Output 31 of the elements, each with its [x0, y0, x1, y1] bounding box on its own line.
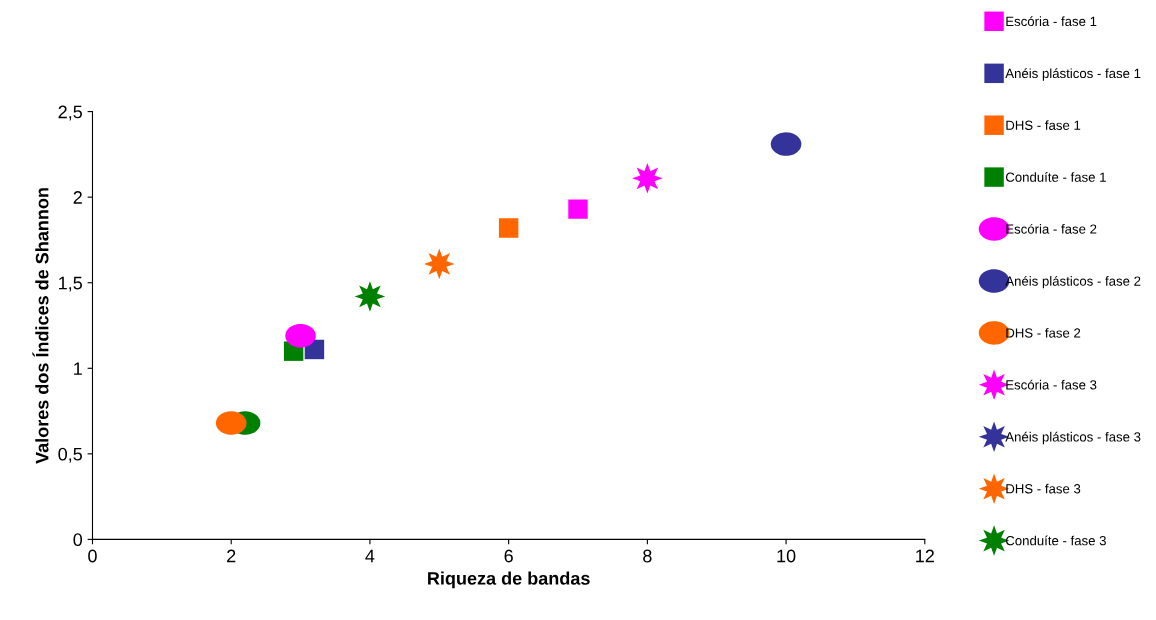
x-tick-label: 4 [365, 549, 375, 563]
point [285, 324, 316, 348]
x-tick-label: 0 [88, 549, 97, 563]
point [568, 199, 588, 219]
x-axis-title: Riqueza de bandas [428, 571, 590, 589]
y-tick-label: 0,5 [58, 447, 82, 463]
legend-label: Anéis plásticos - fase 1 [1005, 68, 1141, 81]
y-tick-label: 2,5 [58, 105, 82, 121]
legend-label: Anéis plásticos - fase 3 [1005, 431, 1141, 445]
legend-label: Escória - fase 3 [1006, 379, 1097, 390]
x-tick-label: 12 [916, 549, 934, 563]
legend-label: DHS - fase 3 [1006, 483, 1081, 494]
point [215, 411, 247, 435]
point [632, 163, 663, 194]
x-tick-label: 2 [227, 549, 236, 563]
y-tick-label: 1,5 [59, 276, 82, 292]
legend-label: Conduíte - fase 1 [1005, 171, 1106, 182]
point [424, 248, 455, 280]
point [498, 218, 519, 238]
x-tick-label: 6 [504, 549, 513, 563]
y-tick-label: 2 [73, 191, 82, 204]
y-tick-label: 0 [73, 533, 83, 547]
y-tick-label: 1 [74, 362, 82, 375]
legend-label: Escória - fase 1 [1006, 16, 1097, 27]
point [354, 281, 386, 312]
point [770, 132, 802, 156]
x-tick-label: 8 [643, 549, 652, 563]
legend-label: Conduíte - fase 3 [1005, 535, 1106, 546]
legend-label: DHS - fase 1 [1006, 120, 1081, 130]
x-tick-label: 10 [777, 549, 796, 563]
y-axis-title: Valores dos Índices de Shannon [32, 188, 49, 464]
